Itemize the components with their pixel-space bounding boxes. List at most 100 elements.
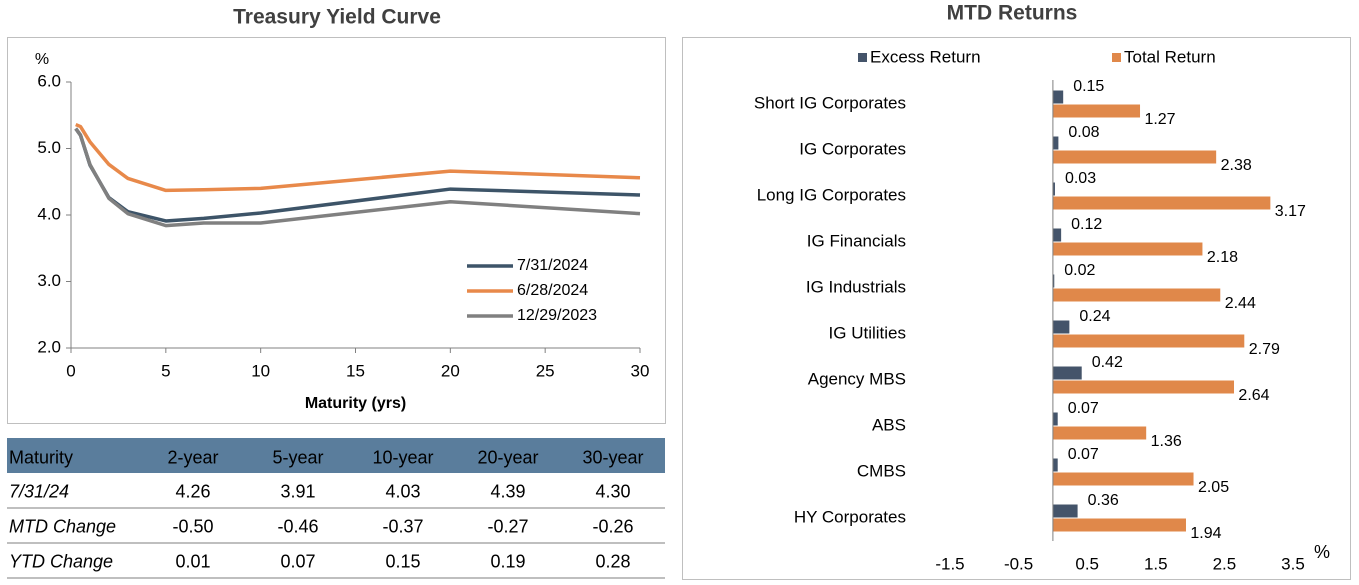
data-label: 0.42 [1092,354,1123,371]
y-tick-label: 4.0 [37,204,61,223]
bar [1052,412,1058,426]
category-label: IG Utilities [829,323,906,342]
table-cell: -0.46 [277,516,318,536]
table-cell: 3.91 [280,481,315,501]
table-cell: 0.15 [385,551,420,571]
legend-label: 7/31/2024 [517,257,588,274]
data-label: 0.02 [1064,262,1095,279]
x-axis-title: Maturity (yrs) [305,395,406,412]
data-label: 0.07 [1068,400,1099,417]
x-tick-label: 5 [161,361,170,380]
bar-chart-frame [682,37,1351,580]
data-label: 2.18 [1207,249,1238,266]
legend-swatch [858,53,867,62]
bar [1052,196,1271,210]
table-cell: 0.19 [490,551,525,571]
x-tick-label: 30 [631,361,650,380]
x-tick-label: 15 [346,361,365,380]
x-tick-label: 2.5 [1213,554,1237,573]
data-label: 0.36 [1088,492,1119,509]
y-tick-label: 2.0 [37,337,61,356]
category-label: IG Financials [807,231,906,250]
category-label: IG Corporates [799,139,906,158]
data-label: 2.64 [1238,387,1269,404]
x-tick-label: 3.5 [1281,554,1305,573]
table-cell: -0.37 [382,516,423,536]
bar [1052,518,1186,532]
bar-chart-title: MTD Returns [947,2,1078,25]
data-label: 2.79 [1249,341,1280,358]
data-label: 2.05 [1198,479,1229,496]
bar [1052,136,1059,150]
y-tick-label: 3.0 [37,271,61,290]
table-header-cell: 10-year [372,447,433,467]
data-label: 2.44 [1225,295,1256,312]
x-tick-label: -1.5 [935,554,964,573]
table-cell: 0.01 [175,551,210,571]
bar [1052,104,1141,118]
category-label: Agency MBS [808,369,906,388]
x-tick-label: 0 [66,361,75,380]
yield-curve [75,122,641,193]
category-label: ABS [872,415,906,434]
yield-table: Maturity 2-year 5-year 10-year 20-year 30-yea… [7,438,665,579]
bar [1052,242,1203,256]
data-label: 0.07 [1068,446,1099,463]
table-cell: -0.26 [592,516,633,536]
bar [1052,288,1221,302]
bar [1052,228,1062,242]
table-cell: 4.39 [490,481,525,501]
table-cell: 4.30 [595,481,630,501]
x-tick-label: 0.5 [1075,554,1099,573]
line-chart-frame [7,37,666,424]
table-cell: 0.28 [595,551,630,571]
bar [1052,334,1245,348]
bar [1052,320,1070,334]
data-label: 1.36 [1151,433,1182,450]
data-label: 2.38 [1221,157,1252,174]
y-tick-label: 5.0 [37,138,61,157]
y-unit: % [35,51,49,68]
bar [1052,366,1082,380]
bar [1052,150,1217,164]
table-cell: -0.50 [172,516,213,536]
legend-label: 6/28/2024 [517,282,588,299]
y-tick-label: 6.0 [37,71,61,90]
category-label: HY Corporates [794,507,906,526]
table-cell: -0.27 [487,516,528,536]
bar [1052,274,1055,288]
data-label: 3.17 [1275,203,1306,220]
bar [1052,182,1055,196]
data-label: 1.27 [1144,111,1175,128]
bar [1052,426,1147,440]
bar [1052,504,1078,518]
table-header-cell: Maturity [9,447,73,467]
x-tick-label: 10 [251,361,270,380]
category-label: IG Industrials [806,277,906,296]
table-cell: 0.07 [280,551,315,571]
x-tick-label: 25 [536,361,555,380]
table-cell: 4.26 [175,481,210,501]
data-label: 0.12 [1071,216,1102,233]
table-header-cell: 2-year [167,447,218,467]
table-header-cell: 30-year [582,447,643,467]
category-label: CMBS [857,461,906,480]
legend-label: Total Return [1124,47,1216,66]
table-header-cell: 5-year [272,447,323,467]
table-header-bg [7,438,665,473]
data-label: 0.24 [1079,308,1110,325]
line-chart-title: Treasury Yield Curve [233,6,441,29]
bar [1052,90,1064,104]
table-cell: 4.03 [385,481,420,501]
bar [1052,380,1235,394]
legend-swatch [1112,53,1121,62]
x-tick-label: 1.5 [1144,554,1168,573]
bar [1052,458,1058,472]
legend-label: Excess Return [870,47,981,66]
data-label: 0.15 [1073,78,1104,95]
legend-label: 12/29/2023 [517,307,597,324]
table-cell: 7/31/24 [9,481,69,501]
data-label: 0.08 [1068,124,1099,141]
table-cell: MTD Change [9,516,116,536]
